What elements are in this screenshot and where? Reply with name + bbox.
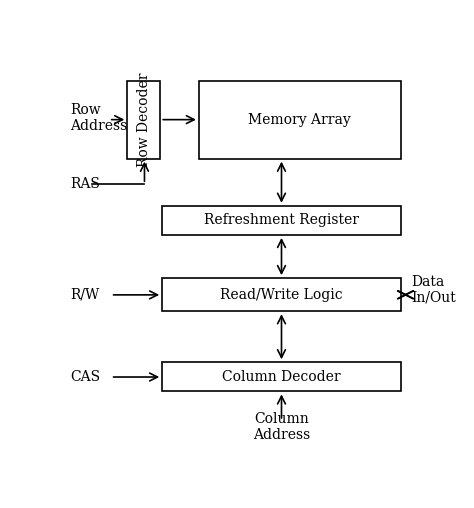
Text: Column Decoder: Column Decoder — [222, 370, 341, 384]
FancyBboxPatch shape — [162, 278, 401, 311]
Text: Row Decoder: Row Decoder — [137, 72, 151, 167]
Text: Read/Write Logic: Read/Write Logic — [220, 288, 343, 302]
FancyBboxPatch shape — [162, 206, 401, 235]
Text: R/W: R/W — [70, 288, 100, 302]
Text: Column
Address: Column Address — [253, 412, 310, 442]
Text: Row
Address: Row Address — [70, 103, 128, 133]
FancyBboxPatch shape — [162, 362, 401, 392]
Text: Data
In/Out: Data In/Out — [411, 275, 456, 305]
FancyBboxPatch shape — [199, 80, 401, 158]
Text: Refreshment Register: Refreshment Register — [204, 213, 359, 228]
Text: RAS: RAS — [70, 177, 100, 191]
Text: CAS: CAS — [70, 370, 100, 384]
FancyBboxPatch shape — [127, 80, 160, 158]
Text: Memory Array: Memory Array — [248, 113, 351, 126]
